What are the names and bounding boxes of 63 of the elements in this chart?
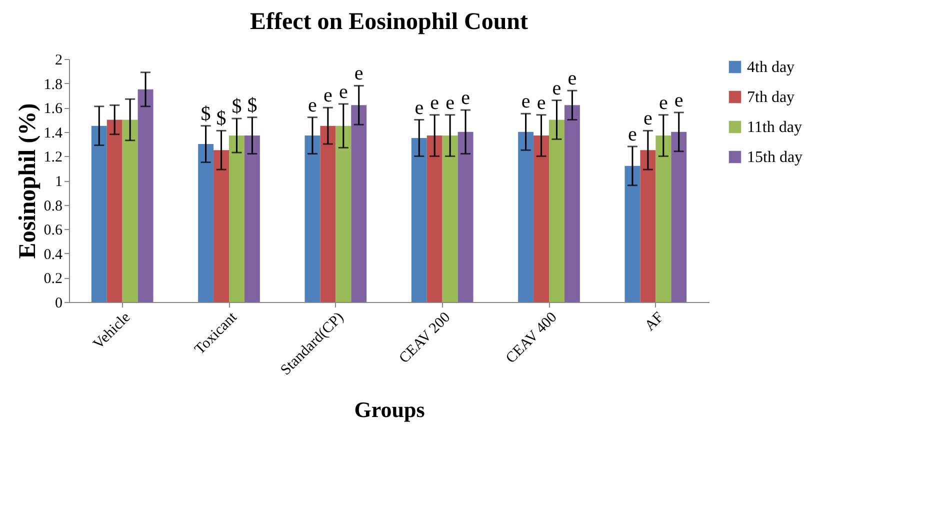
bar	[564, 105, 580, 302]
y-tick-label: 1.4	[44, 125, 63, 142]
data-label: e	[323, 84, 332, 107]
bar	[244, 136, 260, 302]
data-label: e	[430, 92, 440, 114]
data-label: e	[643, 108, 652, 130]
data-label: $	[247, 94, 258, 116]
data-label: e	[552, 77, 562, 100]
data-label: e	[628, 123, 638, 146]
x-tick-label: AF	[642, 310, 667, 334]
y-tick-label: 0.2	[44, 271, 62, 288]
y-tick-label: 2	[55, 52, 62, 68]
bar	[320, 126, 336, 302]
bar	[442, 136, 458, 302]
bar	[122, 120, 138, 302]
data-label: e	[568, 68, 577, 90]
bar	[656, 136, 672, 302]
y-tick-label: 0	[55, 296, 62, 312]
y-tick-label: 1.8	[44, 76, 62, 93]
bar	[534, 136, 549, 302]
data-label: e	[308, 94, 318, 116]
data-label: e	[354, 62, 364, 85]
legend-label: 15th day	[747, 149, 803, 166]
data-label: $	[200, 102, 211, 125]
y-tick-label: 0.4	[44, 246, 63, 263]
bar	[138, 89, 154, 302]
bar	[304, 136, 320, 302]
bar	[549, 120, 564, 302]
data-label: e	[521, 90, 530, 113]
bar	[106, 120, 122, 302]
y-axis-title: Eosinophil (%)	[14, 103, 41, 259]
bar	[198, 144, 214, 302]
legend-label: 7th day	[747, 89, 795, 106]
bar	[229, 136, 244, 302]
data-label: $	[216, 108, 226, 130]
bar	[336, 126, 352, 302]
bar	[411, 138, 427, 302]
data-label: e	[536, 92, 546, 114]
y-tick-label: 0.6	[44, 222, 63, 239]
data-label: e	[674, 89, 684, 112]
legend-label: 11th day	[747, 119, 802, 136]
bar	[458, 132, 474, 302]
bar	[671, 132, 687, 302]
y-tick-label: 1	[55, 174, 62, 190]
chart-title: Effect on Eosinophil Count	[250, 9, 528, 35]
bar	[640, 150, 656, 302]
data-label: e	[461, 87, 470, 110]
bar	[426, 136, 442, 302]
data-label: e	[414, 96, 424, 119]
x-axis-title: Groups	[354, 396, 426, 422]
bar	[351, 105, 367, 302]
data-label: e	[338, 80, 348, 103]
bar	[518, 132, 534, 302]
y-tick-label: 0.8	[44, 198, 62, 214]
bar	[214, 150, 229, 302]
bar	[91, 126, 107, 302]
data-label: e	[446, 92, 455, 114]
y-tick-label: 1.2	[44, 150, 62, 166]
data-label: $	[232, 96, 242, 118]
data-label: e	[658, 92, 668, 114]
y-tick-label: 1.6	[44, 101, 63, 118]
bar	[624, 166, 640, 302]
legend-label: 4th day	[747, 59, 795, 76]
